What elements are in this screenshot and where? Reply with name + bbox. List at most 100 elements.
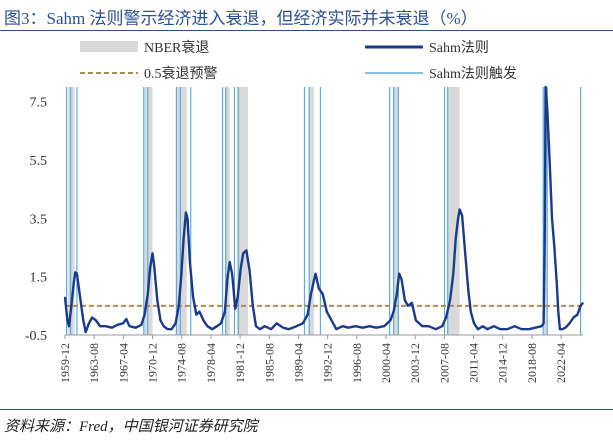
data-point: [411, 302, 413, 304]
data-point: [441, 325, 443, 327]
data-point: [64, 296, 66, 298]
data-point: [183, 238, 185, 240]
data-point: [506, 328, 508, 330]
data-point: [76, 273, 78, 275]
legend-label-sahm: Sahm法则: [429, 40, 489, 56]
data-point: [140, 324, 142, 326]
data-point: [347, 327, 349, 329]
data-point: [477, 328, 479, 330]
data-point: [264, 325, 266, 327]
data-point: [452, 273, 454, 275]
y-tick-label: 1.5: [30, 271, 48, 286]
y-tick-label: 5.5: [30, 154, 48, 169]
data-point: [549, 159, 551, 161]
recession-band-0: [68, 87, 75, 335]
data-point: [259, 328, 261, 330]
data-point: [544, 232, 546, 234]
data-point: [556, 281, 558, 284]
data-point: [398, 273, 400, 275]
data-point: [288, 328, 290, 330]
x-tick-label: 1978-04: [204, 343, 218, 383]
y-tick-label: 3.5: [30, 212, 48, 227]
data-point: [553, 246, 556, 249]
x-tick-label: 1967-04: [116, 343, 130, 383]
data-point: [99, 325, 101, 327]
data-point: [313, 279, 315, 281]
legend-label-trigger: Sahm法则触发: [429, 66, 517, 82]
data-point: [455, 238, 457, 240]
data-point: [74, 271, 76, 273]
data-point: [315, 273, 317, 275]
data-point: [224, 311, 226, 313]
data-point: [231, 273, 233, 275]
data-point: [135, 327, 137, 329]
data-point: [252, 305, 254, 307]
data-point: [354, 325, 356, 327]
data-point: [557, 311, 559, 313]
data-point: [572, 316, 575, 319]
data-point: [156, 299, 158, 301]
legend-item-nber: NBER衰退: [80, 39, 209, 56]
source-note: 资料来源：Fred，中国银河证券研究院: [4, 419, 258, 435]
data-point: [198, 311, 201, 313]
data-point: [473, 322, 475, 324]
data-point: [534, 327, 536, 329]
data-point: [163, 325, 165, 327]
data-point: [70, 305, 72, 307]
data-point: [404, 299, 406, 301]
series-line-0: [63, 85, 584, 334]
data-point: [302, 322, 304, 324]
data-point: [189, 261, 191, 263]
data-point: [449, 299, 451, 301]
data-point: [229, 261, 231, 263]
data-point: [514, 325, 516, 327]
data-point: [407, 305, 409, 307]
x-tick-label: 2003-12: [408, 343, 422, 383]
data-point: [445, 316, 447, 319]
x-tick-label: 1996-08: [350, 343, 364, 383]
data-point: [582, 302, 584, 304]
data-point: [467, 290, 469, 292]
data-point: [499, 328, 501, 330]
chart-title: 图3：Sahm 法则警示经济进入衰退，但经济实际并未衰退（%）: [4, 9, 478, 28]
data-point: [249, 270, 251, 272]
x-tick-label: 2022-04: [554, 343, 568, 383]
data-point: [270, 328, 272, 330]
data-point: [206, 325, 208, 327]
x-axis: 1959-12 1963-08 1967-04 1970-12 1974-08 1978-…: [58, 334, 583, 383]
data-point: [576, 314, 579, 316]
data-point: [79, 296, 81, 298]
data-point: [185, 211, 187, 214]
data-point: [486, 328, 489, 330]
data-point: [521, 328, 523, 330]
data-point: [180, 276, 182, 278]
data-point: [95, 319, 97, 321]
x-tick-label: 1963-08: [87, 343, 101, 383]
data-point: [295, 325, 298, 327]
data-point: [192, 296, 194, 298]
data-point: [85, 331, 87, 333]
data-point: [568, 322, 571, 324]
data-point: [149, 267, 151, 269]
data-point: [543, 322, 545, 324]
data-point: [375, 327, 377, 329]
data-point: [459, 208, 461, 211]
recession-band-2: [176, 87, 187, 335]
data-point: [68, 325, 70, 327]
data-point: [389, 319, 391, 321]
data-point: [147, 293, 149, 295]
data-point: [195, 314, 197, 316]
recession-band-5: [308, 87, 315, 335]
data-point: [322, 293, 324, 295]
x-tick-label: 2000-04: [379, 343, 393, 383]
x-tick-label: 1992-12: [321, 343, 335, 383]
data-point: [237, 296, 239, 298]
data-point: [307, 314, 309, 316]
data-point: [342, 325, 344, 327]
legend: NBER衰退 Sahm法则 0.5衰退预警 Sahm法则触发: [80, 39, 517, 82]
recession-band-1: [144, 87, 153, 335]
data-point: [153, 264, 155, 266]
data-point: [457, 217, 459, 219]
recession-band-3: [224, 87, 230, 335]
